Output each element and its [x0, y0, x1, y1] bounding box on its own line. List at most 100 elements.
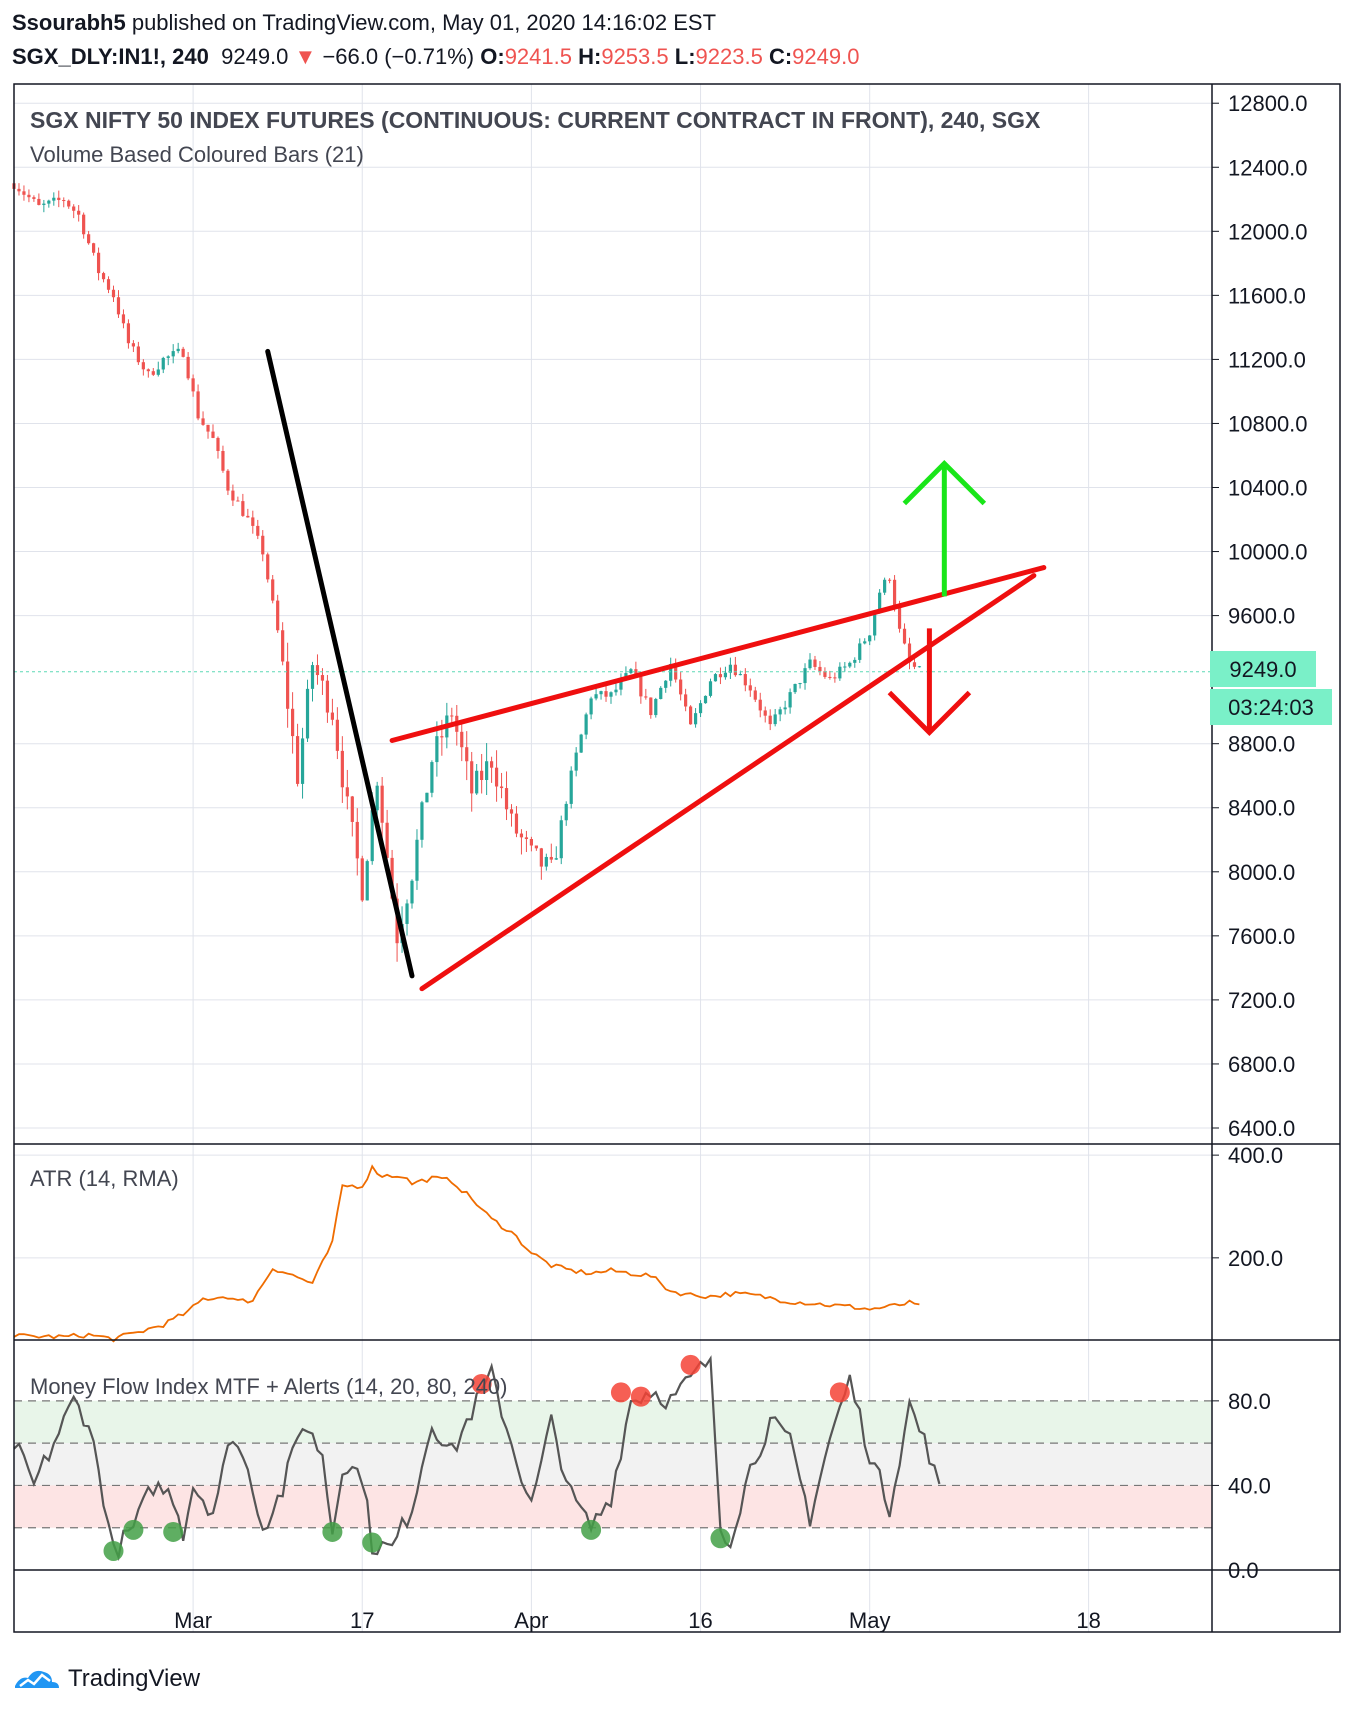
candle-body: [171, 351, 175, 357]
candle-body: [151, 371, 155, 375]
candle-body: [733, 664, 737, 676]
candle-body: [823, 671, 827, 677]
candle-body: [604, 691, 608, 697]
candle-body: [116, 297, 121, 315]
symbol-label[interactable]: SGX_DLY:IN1!, 240: [12, 44, 209, 69]
chart-frame: [13, 83, 1341, 1633]
candle-body: [748, 685, 752, 691]
candle-body: [191, 378, 195, 392]
y-tick-label: 12400.0: [1228, 155, 1308, 180]
oversold-alert-marker: [322, 1521, 343, 1542]
tradingview-footer[interactable]: TradingView: [12, 1664, 200, 1694]
candle-body: [858, 643, 862, 660]
candle-body: [440, 736, 444, 738]
oversold-alert-marker: [581, 1519, 602, 1540]
candle-body: [251, 517, 255, 526]
candle-body: [271, 579, 275, 601]
candle-body: [907, 643, 912, 663]
candle-body: [539, 848, 543, 867]
mfi-y-tick-label: 80.0: [1228, 1389, 1271, 1414]
candle-body: [435, 736, 439, 763]
countdown-badge-label: 03:24:03: [1228, 695, 1314, 720]
candle-body: [718, 674, 723, 678]
candles: [12, 176, 1212, 962]
candle-body: [773, 714, 777, 725]
candle-body: [410, 880, 414, 904]
candle-body: [902, 628, 907, 644]
candle-body: [649, 697, 653, 716]
candle-body: [365, 861, 369, 901]
candle-body: [37, 198, 41, 205]
candle-body: [828, 676, 832, 678]
candle-body: [514, 813, 519, 834]
candle-body: [897, 606, 902, 629]
candle-body: [131, 343, 135, 347]
candle-body: [121, 314, 126, 324]
author-name[interactable]: Ssourabh5: [12, 10, 126, 35]
candle-body: [684, 694, 688, 707]
oversold-alert-marker: [362, 1532, 383, 1553]
y-tick-label: 10400.0: [1228, 476, 1308, 501]
green-up-arrow-head: [902, 459, 987, 506]
candle-body: [281, 630, 285, 662]
overbought-zone: [14, 1400, 1212, 1444]
y-tick-label: 12800.0: [1228, 91, 1308, 116]
candle-body: [728, 664, 732, 673]
candle-body: [201, 418, 205, 425]
candle-body: [106, 279, 111, 290]
candle-body: [669, 663, 673, 681]
candle-body: [286, 661, 290, 709]
candle-body: [72, 206, 76, 211]
price-change: −66.0 (−0.71%): [322, 44, 475, 69]
close-value: 9249.0: [792, 44, 860, 69]
price-badge: 9249.0: [1210, 651, 1316, 687]
candle-body: [425, 792, 429, 803]
candle-body: [485, 761, 489, 781]
candle-body: [305, 688, 310, 739]
neutral-zone: [14, 1443, 1212, 1486]
candle-body: [475, 770, 479, 794]
candle-body: [753, 690, 757, 700]
candle-body: [480, 770, 484, 781]
candle-body: [599, 691, 603, 695]
candle-body: [345, 787, 349, 797]
candle-body: [883, 579, 887, 593]
candle-body: [335, 719, 339, 751]
candle-body: [370, 810, 374, 862]
candle-body: [793, 683, 797, 693]
candle-body: [783, 707, 787, 710]
candle-body: [868, 635, 872, 642]
candle-body: [912, 662, 917, 667]
countdown-badge-bg: [1210, 689, 1332, 725]
candle-body: [87, 234, 91, 244]
candle-body: [96, 252, 101, 274]
candle-body: [738, 674, 742, 676]
candle-body: [161, 357, 165, 370]
candle-body: [42, 203, 46, 205]
candle-body: [609, 692, 613, 697]
candle-body: [211, 431, 215, 438]
candle-body: [654, 698, 658, 716]
candle-body: [639, 676, 643, 697]
candle-body: [679, 679, 683, 695]
candle-body: [62, 200, 66, 202]
y-tick-label: 6400.0: [1228, 1116, 1295, 1141]
y-tick-label: 7600.0: [1228, 924, 1295, 949]
candle-body: [315, 665, 320, 676]
candle-body: [917, 666, 922, 668]
candle-body: [340, 750, 344, 788]
wedge-upper-line: [389, 565, 1047, 743]
candle-body: [843, 666, 847, 668]
candle-body: [544, 856, 548, 867]
candle-body: [584, 714, 588, 735]
candle-body: [310, 665, 315, 689]
candle-body: [504, 788, 509, 810]
candle-body: [490, 761, 494, 768]
candle-body: [450, 715, 454, 717]
red-down-arrow-head: [887, 690, 972, 737]
y-tick-label: 12000.0: [1228, 219, 1308, 244]
candle-body: [494, 767, 499, 787]
candle-body: [261, 535, 265, 555]
candle-body: [291, 708, 295, 737]
